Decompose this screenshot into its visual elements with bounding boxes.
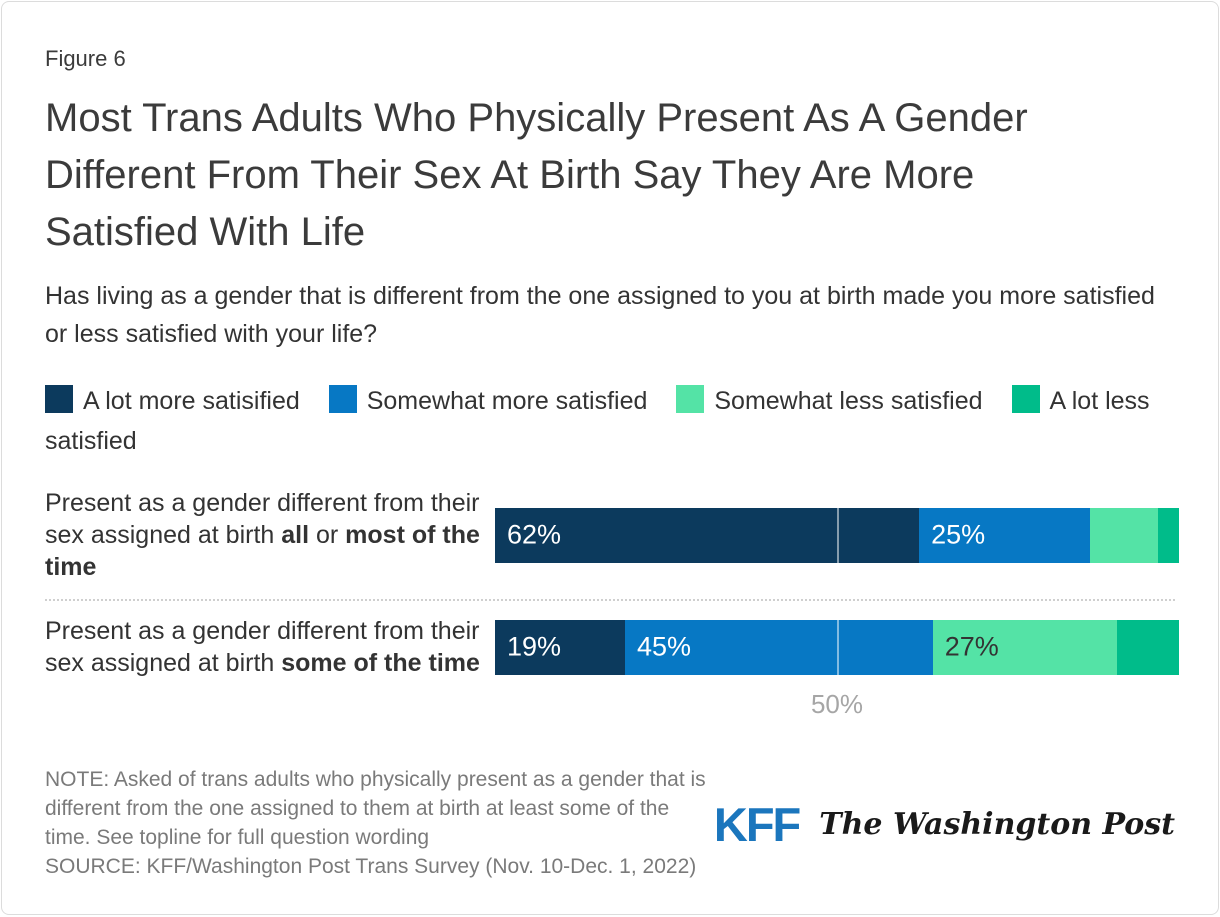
segment-value-label: 62% bbox=[507, 519, 562, 550]
bar-cell: 62% 25% bbox=[495, 507, 1179, 563]
bar-segment-1-1: 45% bbox=[624, 619, 933, 675]
row-label-part: Present as a gender different from their… bbox=[45, 489, 480, 549]
bar-segment-1-0: 19% bbox=[495, 619, 625, 675]
bar-segment-0-3 bbox=[1158, 507, 1179, 563]
legend-label: A lot more satisified bbox=[83, 387, 300, 415]
washington-post-logo: The Washington Post bbox=[819, 807, 1175, 842]
segment-value-label: 45% bbox=[636, 631, 691, 662]
bar-segment-1-3 bbox=[1117, 619, 1179, 675]
legend: A lot more satisified Somewhat more sati… bbox=[45, 381, 1175, 461]
segment-value-label: 25% bbox=[931, 519, 986, 550]
note-text: NOTE: Asked of trans adults who physical… bbox=[45, 768, 706, 849]
legend-swatch-icon bbox=[328, 385, 357, 413]
legend-swatch-icon bbox=[676, 385, 705, 413]
bar-segment-0-1: 25% bbox=[919, 507, 1091, 563]
legend-item-3: A lot less satisfied bbox=[45, 385, 1150, 455]
logos: KFF The Washington Post bbox=[714, 797, 1175, 852]
legend-label: A lot less satisfied bbox=[45, 387, 1150, 455]
legend-label: Somewhat less satisfied bbox=[714, 387, 983, 415]
bar-segment-1-2: 27% bbox=[932, 619, 1118, 675]
row-label-some-of-the-time: Present as a gender different from their… bbox=[45, 615, 495, 679]
row-label-part: Present as a gender different from their… bbox=[45, 617, 480, 677]
legend-item-2: Somewhat less satisfied bbox=[676, 385, 983, 415]
chart-row-some-of-the-time: Present as a gender different from their… bbox=[45, 615, 1179, 679]
legend-label: Somewhat more satisfied bbox=[366, 387, 648, 415]
legend-swatch-icon bbox=[1011, 385, 1040, 413]
stacked-bar: 19% 45% 27% bbox=[495, 619, 1179, 675]
chart-title: Most Trans Adults Who Physically Present… bbox=[45, 96, 1028, 254]
kff-logo: KFF bbox=[713, 798, 801, 851]
legend-swatch-icon bbox=[45, 385, 73, 413]
row-label-all-or-most-of-the-time: Present as a gender different from their… bbox=[45, 487, 495, 583]
row-label-part: or bbox=[309, 521, 346, 549]
axis-row: 50% bbox=[45, 689, 1175, 725]
row-label-part: some of the time bbox=[281, 649, 480, 677]
axis-cell: 50% bbox=[495, 689, 1179, 725]
figure-label: Figure 6 bbox=[45, 46, 126, 71]
chart-row-all-or-most-of-the-time: Present as a gender different from their… bbox=[45, 487, 1179, 583]
bar-cell: 19% 45% 27% bbox=[495, 619, 1179, 675]
stacked-bar: 62% 25% bbox=[495, 507, 1179, 563]
segment-value-label: 27% bbox=[944, 631, 999, 662]
axis-spacer bbox=[45, 689, 495, 725]
legend-item-0: A lot more satisified bbox=[45, 385, 300, 415]
row-label-part: all bbox=[281, 521, 310, 549]
chart-subtitle: Has living as a gender that is different… bbox=[45, 282, 1155, 348]
footer: NOTE: Asked of trans adults who physical… bbox=[45, 765, 1175, 881]
stacked-bar-chart: Present as a gender different from their… bbox=[45, 487, 1179, 725]
row-label-part: most of the time bbox=[45, 521, 480, 581]
source-text: SOURCE: KFF/Washington Post Trans Survey… bbox=[45, 855, 697, 878]
axis-tick-50: 50% bbox=[810, 689, 864, 719]
segment-value-label: 19% bbox=[507, 631, 562, 662]
bar-segment-0-0: 62% bbox=[495, 507, 920, 563]
bar-segment-0-2 bbox=[1090, 507, 1159, 563]
row-separator bbox=[45, 599, 1175, 601]
legend-item-1: Somewhat more satisfied bbox=[328, 385, 648, 415]
notes-block: NOTE: Asked of trans adults who physical… bbox=[45, 765, 714, 881]
